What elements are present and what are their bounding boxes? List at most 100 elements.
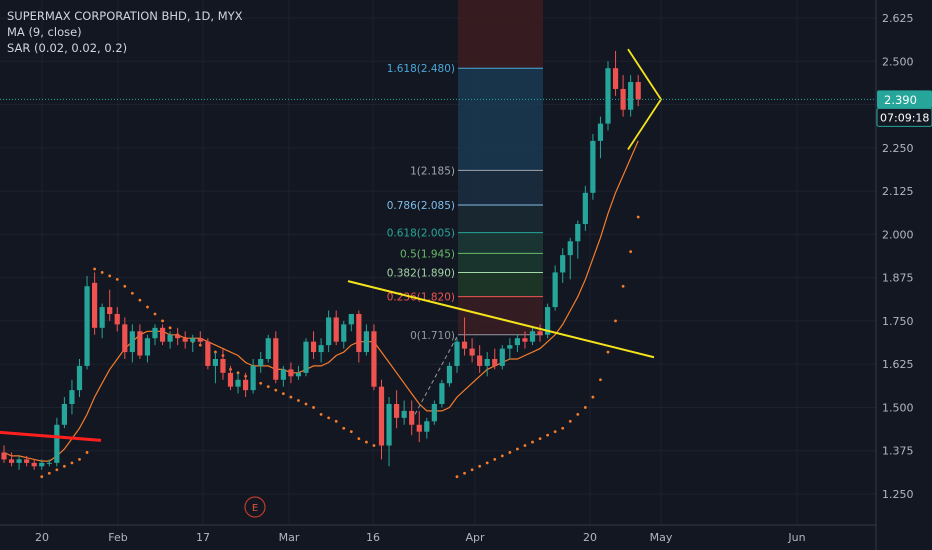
fib-zone [458,253,543,273]
candle-body [295,372,302,377]
fib-zone [458,272,543,297]
candle-body [416,424,422,432]
y-tick-label: 1.375 [882,445,914,458]
x-tick-label: 20 [583,531,597,544]
candle-body [46,462,52,464]
candle-body [605,68,611,124]
trendline-descending [347,280,655,359]
legend-symbol[interactable]: SUPERMAX CORPORATION BHD, 1D, MYX [7,9,243,23]
sar-dot [100,271,104,274]
candle-body [280,369,286,380]
chart-legend: SUPERMAX CORPORATION BHD, 1D, MYX MA (9,… [7,8,243,56]
sar-dot [146,305,149,309]
candle-body [167,334,173,342]
sar-dot [538,437,542,441]
candle-body [469,348,475,356]
candle-body [182,338,188,342]
sar-dot [463,471,466,475]
sar-dot [349,430,353,434]
candle-body [258,358,264,366]
legend-sar[interactable]: SAR (0.02, 0.02, 0.2) [7,41,128,55]
y-tick-label: 2.125 [882,185,914,198]
candle-body [318,345,324,353]
candle-body [175,334,181,339]
candle-body [190,338,196,342]
sar-dot [153,312,157,316]
candle-body [597,123,604,141]
sar-dot [478,464,482,468]
countdown-badge [876,107,932,127]
candle-body [129,331,135,353]
sar-dot [561,426,565,430]
candle-body [499,348,505,366]
candle-body [439,383,445,404]
candle-body [227,372,234,387]
x-tick-label: 20 [35,531,49,544]
sar-dot [161,319,164,323]
candle-body [612,68,619,89]
x-tick-label: 17 [196,531,210,544]
sar-dot [63,464,66,468]
candle-body [265,338,271,359]
candle-body [575,223,581,242]
candle-body [205,341,211,366]
candle-body [16,459,22,463]
candle-body [620,88,626,110]
candle-body [24,459,30,463]
candle-body [310,341,317,353]
legend-ma[interactable]: MA (9, close) [7,25,82,39]
price-badge [877,90,932,109]
x-tick-label: Feb [108,531,127,544]
candle-body [92,282,98,328]
y-tick-label: 2.625 [882,12,914,25]
fib-label: 1.618(2.480) [387,63,455,75]
sar-dot [130,291,134,295]
sar-dot [357,437,361,441]
candle-body [431,403,437,422]
sar-dot [516,447,519,451]
candle-body [152,327,158,339]
sar-dot [629,250,633,254]
candle-body [8,459,15,463]
candle-body [552,272,558,308]
sar-dot [553,430,557,434]
candle-body [545,307,551,335]
candle-body [484,358,490,366]
fib-label: 0.5(1.945) [400,248,455,260]
candle-body [107,307,113,314]
sar-dot [614,319,617,323]
candle-body [582,192,588,224]
sar-dot [546,433,549,437]
earnings-event-label: E [252,503,258,514]
sar-dot [55,468,59,472]
sar-dot [500,454,504,458]
sar-dot [266,385,270,389]
sar-dot [123,284,127,288]
candle-body [356,313,362,353]
candle-body [341,324,347,342]
candle-body [394,403,400,418]
sar-dot [591,395,595,399]
candle-body [76,365,83,391]
candle-body [560,255,566,273]
fib-label: 0.382(1.890) [387,267,455,279]
fib-anchor-line [414,334,459,415]
sar-dot [85,451,89,454]
candle-body [250,365,256,391]
sar-dot [108,274,112,278]
countdown-value: 07:09:18 [880,111,929,124]
y-tick-label: 2.250 [882,142,914,155]
sar-dot [576,412,580,416]
sar-dot [281,392,285,396]
candle-body [273,338,279,380]
y-tick-label: 1.500 [882,401,914,414]
candle-body [363,331,369,353]
sar-dot [470,468,474,472]
candle-body [492,358,498,366]
y-tick-label: 1.250 [882,488,914,501]
candle-body [348,313,354,325]
sar-dot [70,461,74,465]
sar-dot [289,395,293,399]
sar-dot [259,381,263,385]
